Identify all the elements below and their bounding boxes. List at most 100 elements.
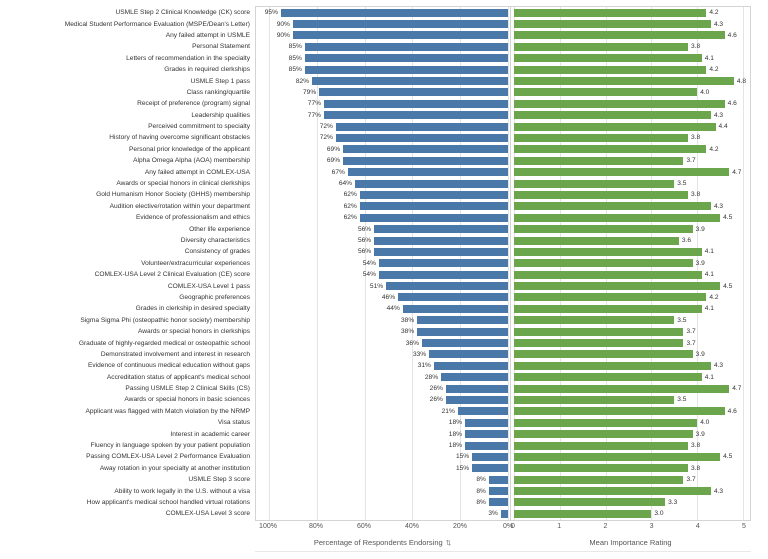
category-label[interactable]: Passing COMLEX-USA Level 2 Performance E…: [86, 453, 250, 461]
rating-bar[interactable]: [514, 202, 711, 211]
category-label[interactable]: Sigma Sigma Phi (osteopathic honor socie…: [80, 316, 250, 324]
rating-bar[interactable]: [514, 65, 707, 74]
percent-bar[interactable]: [421, 339, 508, 348]
percent-bar[interactable]: [464, 441, 508, 450]
percent-bar[interactable]: [433, 361, 508, 370]
rating-bar[interactable]: [514, 430, 693, 439]
rating-bar[interactable]: [514, 350, 693, 359]
category-label[interactable]: History of having overcome significant o…: [109, 134, 250, 142]
percent-bar[interactable]: [292, 31, 508, 40]
rating-bar[interactable]: [514, 259, 693, 268]
percent-bar[interactable]: [343, 156, 508, 165]
rating-bar[interactable]: [514, 213, 721, 222]
category-label[interactable]: Grades in required clerkships: [164, 66, 250, 74]
rating-bar[interactable]: [514, 339, 684, 348]
percent-bar[interactable]: [374, 247, 508, 256]
percent-bar[interactable]: [402, 304, 508, 313]
rating-bar[interactable]: [514, 42, 689, 51]
percent-bar[interactable]: [323, 99, 508, 108]
category-label[interactable]: Fluency in language spoken by your patie…: [90, 442, 250, 450]
category-label[interactable]: Evidence of professionalism and ethics: [136, 214, 250, 222]
percent-bar[interactable]: [292, 20, 508, 29]
rating-bar[interactable]: [514, 464, 689, 473]
category-label[interactable]: Any failed attempt in COMLEX-USA: [144, 168, 250, 176]
rating-bar[interactable]: [514, 509, 652, 518]
rating-bar[interactable]: [514, 316, 675, 325]
percent-bar[interactable]: [472, 452, 508, 461]
category-label[interactable]: Interest in academic career: [170, 430, 250, 438]
category-label[interactable]: COMLEX-USA Level 3 score: [165, 510, 250, 518]
percent-bar[interactable]: [417, 316, 508, 325]
rating-bar[interactable]: [514, 304, 702, 313]
percent-bar[interactable]: [398, 293, 508, 302]
rating-bar[interactable]: [514, 236, 679, 245]
category-label[interactable]: USMLE Step 2 Clinical Knowledge (CK) sco…: [115, 9, 251, 17]
category-label[interactable]: Awards or special honors in clerkships: [137, 328, 250, 336]
rating-bar[interactable]: [514, 487, 711, 496]
percent-bar[interactable]: [488, 498, 508, 507]
category-label[interactable]: Leadership qualities: [191, 111, 250, 119]
percent-bar[interactable]: [319, 88, 508, 97]
percent-bar[interactable]: [374, 236, 508, 245]
category-label[interactable]: Diversity characteristics: [180, 237, 250, 244]
percent-bar[interactable]: [323, 111, 508, 120]
category-label[interactable]: Perceived commitment to specialty: [148, 123, 250, 131]
percent-bar[interactable]: [386, 282, 508, 291]
rating-bar[interactable]: [514, 270, 702, 279]
category-label[interactable]: Applicant was flagged with Match violati…: [85, 407, 250, 415]
percent-bar[interactable]: [304, 65, 508, 74]
percent-bar[interactable]: [488, 487, 508, 496]
percent-bar[interactable]: [472, 464, 508, 473]
rating-bar[interactable]: [514, 168, 730, 177]
percent-bar[interactable]: [374, 225, 508, 234]
rating-bar[interactable]: [514, 111, 711, 120]
rating-bar[interactable]: [514, 395, 675, 404]
percent-bar[interactable]: [312, 77, 508, 86]
category-label[interactable]: Evidence of continuous medical education…: [87, 362, 250, 370]
category-label[interactable]: Accreditation status of applicant's medi…: [106, 373, 250, 381]
category-label[interactable]: Gold Humanism Honor Society (GHHS) membe…: [96, 191, 250, 199]
category-label[interactable]: Consistency of grades: [184, 248, 250, 256]
category-label[interactable]: Letters of recommendation in the special…: [126, 54, 250, 62]
rating-bar[interactable]: [514, 418, 698, 427]
sort-icon[interactable]: ⇅: [445, 539, 452, 547]
category-label[interactable]: COMLEX-USA Level 1 pass: [167, 282, 250, 290]
category-label[interactable]: Visa status: [217, 419, 250, 427]
rating-bar[interactable]: [514, 361, 711, 370]
category-label[interactable]: Geographic preferences: [179, 293, 250, 301]
rating-bar[interactable]: [514, 293, 707, 302]
rating-bar[interactable]: [514, 452, 721, 461]
category-label[interactable]: Passing USMLE Step 2 Clinical Skills (CS…: [125, 385, 250, 393]
percent-bar[interactable]: [280, 8, 508, 17]
category-label[interactable]: Any failed attempt in USMLE: [165, 31, 250, 39]
percent-bar[interactable]: [417, 327, 508, 336]
category-label[interactable]: How applicant's medical school handled v…: [86, 498, 250, 506]
percent-bar[interactable]: [445, 395, 508, 404]
rating-bar[interactable]: [514, 145, 707, 154]
category-label[interactable]: Other life experience: [189, 225, 250, 233]
category-label[interactable]: Personal prior knowledge of the applican…: [129, 145, 250, 153]
percent-bar[interactable]: [457, 407, 508, 416]
rating-bar[interactable]: [514, 122, 716, 131]
rating-bar[interactable]: [514, 77, 734, 86]
rating-bar[interactable]: [514, 179, 675, 188]
percent-bar[interactable]: [335, 122, 508, 131]
rating-bar[interactable]: [514, 384, 730, 393]
rating-bar[interactable]: [514, 31, 725, 40]
rating-bar[interactable]: [514, 498, 666, 507]
rating-bar[interactable]: [514, 133, 689, 142]
rating-bar[interactable]: [514, 247, 702, 256]
percent-bar[interactable]: [445, 384, 508, 393]
percent-bar[interactable]: [304, 54, 508, 63]
percent-bar[interactable]: [359, 190, 508, 199]
category-label[interactable]: Awards or special honors in clinical cle…: [116, 180, 250, 188]
category-label[interactable]: Ability to work legally in the U.S. with…: [114, 487, 250, 495]
rating-bar[interactable]: [514, 225, 693, 234]
percent-bar[interactable]: [359, 202, 508, 211]
percent-bar[interactable]: [441, 373, 508, 382]
category-label[interactable]: Alpha Omega Alpha (AOA) membership: [133, 157, 250, 165]
rating-bar[interactable]: [514, 190, 689, 199]
rating-bar[interactable]: [514, 327, 684, 336]
percent-bar[interactable]: [335, 133, 508, 142]
category-label[interactable]: Awards or special honors in basic scienc…: [124, 396, 250, 404]
